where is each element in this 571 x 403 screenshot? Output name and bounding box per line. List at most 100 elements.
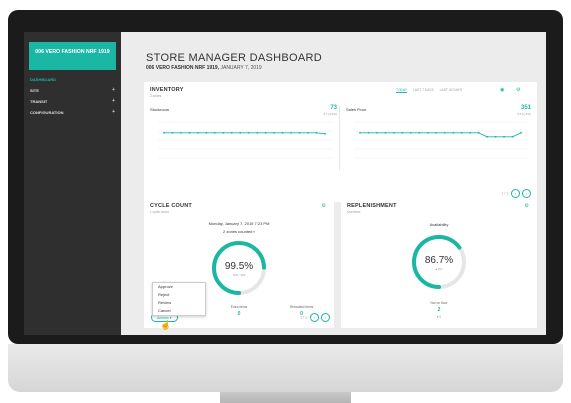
salesfloor-title: Sales Floor bbox=[346, 107, 367, 112]
not-on-floor-label: Not on floor bbox=[430, 301, 448, 305]
trend-point bbox=[281, 131, 284, 134]
trend-point bbox=[494, 135, 497, 138]
sidebar-item-dashboard[interactable]: DASHBOARD bbox=[24, 74, 121, 85]
extra-items-value: 0 bbox=[237, 311, 241, 317]
chevron-left-icon[interactable]: ‹ bbox=[511, 189, 520, 198]
inventory-card: INVENTORY 2 zones TODAY LAST 7 DAYS LAST 3… bbox=[144, 82, 537, 202]
ring-ratio: 425 / 426 bbox=[233, 273, 246, 277]
stockroom-trend-line bbox=[164, 132, 326, 135]
sidebar-item-site[interactable]: SITE + bbox=[24, 85, 121, 96]
trend-point bbox=[443, 131, 446, 134]
trend-point bbox=[452, 131, 455, 134]
not-on-floor-delta: ▾ 0 bbox=[436, 315, 442, 319]
trend-point bbox=[264, 131, 267, 134]
page-subtitle: 006 VERO FASHION NRF 1919, JANUARY 7, 20… bbox=[146, 65, 262, 71]
page-title: STORE MANAGER DASHBOARD bbox=[146, 52, 323, 64]
relocated-items-label: Relocated items bbox=[289, 305, 314, 309]
chevron-right-icon[interactable]: › bbox=[522, 189, 531, 198]
menu-item-review[interactable]: Review bbox=[158, 299, 172, 305]
inventory-pager: 1 / 1 ‹ › bbox=[501, 189, 531, 198]
salesfloor-value: 351 bbox=[520, 105, 531, 111]
settings-icon[interactable]: ⚙ bbox=[524, 203, 529, 209]
extra-items-label: Extra items bbox=[230, 305, 248, 309]
page-date: JANUARY 7, 2019 bbox=[219, 65, 262, 71]
chevron-left-icon[interactable]: ‹ bbox=[310, 313, 319, 322]
trend-point bbox=[307, 131, 309, 134]
not-on-floor-value: 2 bbox=[437, 307, 441, 313]
plus-icon[interactable]: + bbox=[112, 109, 115, 115]
ring-progress bbox=[412, 235, 466, 289]
sidebar: 006 VERO FASHION NRF 1919 DASHBOARD SITE… bbox=[24, 32, 121, 335]
trend-point bbox=[273, 131, 276, 134]
chart-grid bbox=[158, 121, 333, 159]
cycle-count-pager: 1 / 1 ‹ › bbox=[300, 313, 330, 322]
tab-today[interactable]: TODAY bbox=[396, 88, 408, 93]
divider bbox=[339, 106, 340, 170]
monitor-stand bbox=[220, 392, 351, 403]
trend-point bbox=[171, 131, 174, 134]
trend-point bbox=[435, 131, 438, 134]
tab-last-30-days[interactable]: LAST 30 DAYS bbox=[439, 88, 463, 92]
stockroom-value: 73 bbox=[330, 105, 337, 111]
zones-counted: 2 zones counted ▪ bbox=[144, 229, 334, 234]
count-timestamp: Monday, January 7, 2019 7:23 PM bbox=[208, 221, 270, 226]
trend-point bbox=[213, 131, 216, 134]
comment-icon[interactable]: ▪ bbox=[253, 229, 255, 234]
brand-logo[interactable]: 006 VERO FASHION NRF 1919 bbox=[29, 42, 116, 70]
salesfloor-chart bbox=[354, 121, 529, 159]
monitor-bezel: 006 VERO FASHION NRF 1919 DASHBOARD SITE… bbox=[8, 10, 563, 344]
trend-point bbox=[520, 131, 522, 134]
plus-icon[interactable]: + bbox=[112, 98, 115, 104]
actions-menu: Approve Reject Review Cancel bbox=[152, 282, 206, 316]
trend-point bbox=[324, 132, 326, 135]
sidebar-item-configuration[interactable]: CONFIGURATION + bbox=[24, 107, 121, 118]
trend-point bbox=[196, 131, 199, 134]
trend-point bbox=[426, 131, 429, 134]
stockroom-title: Stockroom bbox=[150, 107, 170, 112]
trend-point bbox=[205, 131, 208, 134]
card-title: CYCLE COUNT bbox=[150, 203, 192, 209]
tab-last-7-days[interactable]: LAST 7 DAYS bbox=[413, 88, 434, 92]
salesfloor-trend-line bbox=[360, 132, 522, 138]
cycle-count-ring: 99.5% 425 / 426 bbox=[212, 241, 266, 295]
eye-icon[interactable]: ◉ bbox=[500, 87, 505, 93]
ring-percent: 86.7% bbox=[425, 255, 453, 266]
card-subtitle: 1 cycle count bbox=[150, 210, 169, 214]
store-name: 006 VERO FASHION NRF 1919, bbox=[146, 65, 220, 71]
trend-point bbox=[315, 131, 318, 134]
trend-point bbox=[409, 131, 412, 134]
chevron-right-icon[interactable]: › bbox=[321, 313, 330, 322]
menu-item-approve[interactable]: Approve bbox=[158, 283, 173, 289]
zones-counted-text: 2 zones counted bbox=[223, 229, 253, 234]
trend-point bbox=[376, 131, 378, 134]
screen: 006 VERO FASHION NRF 1919 DASHBOARD SITE… bbox=[24, 32, 546, 335]
ring-percent: 99.5% bbox=[225, 261, 253, 272]
replenishment-card: REPLENISHMENT Overview ⚙ Availability 86… bbox=[341, 198, 537, 328]
sidebar-item-transit[interactable]: TRANSIT + bbox=[24, 96, 121, 107]
ring-progress bbox=[212, 241, 266, 295]
menu-item-cancel[interactable]: Cancel bbox=[158, 307, 171, 313]
card-subtitle: Overview bbox=[347, 210, 361, 214]
availability-ring: 86.7% ▴ 0% bbox=[412, 235, 466, 289]
trend-point bbox=[392, 131, 395, 134]
sidebar-nav: DASHBOARD SITE + TRANSIT + CONFIGURATION… bbox=[24, 74, 121, 118]
trend-point bbox=[359, 131, 361, 134]
pager-text: 1 / 1 bbox=[300, 315, 308, 320]
plus-icon[interactable]: + bbox=[112, 87, 115, 93]
trend-point bbox=[384, 131, 387, 134]
trend-point bbox=[163, 131, 165, 134]
settings-icon[interactable]: ⚙ bbox=[516, 87, 521, 93]
trend-point bbox=[298, 131, 301, 134]
sidebar-item-label: DASHBOARD bbox=[30, 77, 56, 82]
menu-item-reject[interactable]: Reject bbox=[158, 291, 170, 297]
hand-cursor-icon: ☝ bbox=[160, 320, 172, 330]
settings-icon[interactable]: ⚙ bbox=[321, 203, 326, 209]
range-tabs: TODAY LAST 7 DAYS LAST 30 DAYS bbox=[396, 88, 468, 93]
stockroom-chart bbox=[158, 121, 333, 159]
card-title: INVENTORY bbox=[150, 87, 184, 93]
trend-point bbox=[511, 135, 514, 138]
trend-point bbox=[418, 131, 421, 134]
trend-point bbox=[460, 131, 463, 134]
sidebar-item-label: CONFIGURATION bbox=[30, 110, 64, 115]
